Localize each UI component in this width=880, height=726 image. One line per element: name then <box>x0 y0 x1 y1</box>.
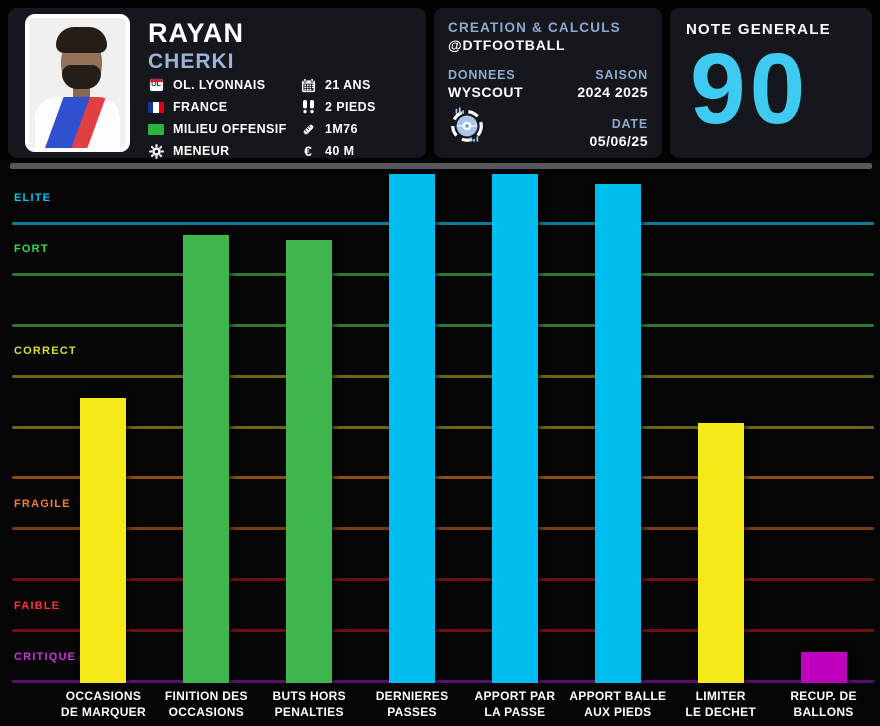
x-label-7: LIMITER LE DECHET <box>685 689 757 719</box>
performance-chart: ELITE FORT CORRECT FRAGILE FAIBLE CRITIQUE OC… <box>0 160 880 726</box>
credits-row-logo-date: DATE 05/06/25 <box>448 106 648 149</box>
data-source-value: WYSCOUT <box>448 84 524 100</box>
calendar-icon <box>300 77 316 93</box>
bar-5 <box>491 174 538 683</box>
bar-column-7 <box>669 174 772 683</box>
zone-label-fort: FORT <box>14 243 49 256</box>
header: RAYAN CHERKI OL OL. LYONNAIS 21 ANS FRAN… <box>8 8 872 159</box>
gridline-0 <box>12 680 874 683</box>
feet-row: 2 PIEDS <box>300 100 426 114</box>
date-label: DATE <box>611 117 648 131</box>
player-first-name: RAYAN <box>148 18 245 48</box>
zone-label-faible: FAIBLE <box>14 599 61 612</box>
zone-label-elite: ELITE <box>14 192 52 205</box>
plot-area: ELITE FORT CORRECT FRAGILE FAIBLE CRITIQUE <box>0 174 880 683</box>
bar-column-2 <box>155 174 258 683</box>
gridline-60 <box>12 374 874 378</box>
player-name: RAYAN CHERKI <box>148 18 244 74</box>
credits-card: CREATION & CALCULS @DTFOOTBALL DONNEES W… <box>434 8 662 158</box>
x-label-8: RECUP. DE BALLONS <box>790 689 857 719</box>
bars-row <box>52 174 875 683</box>
gridline-80 <box>12 272 874 276</box>
bar-8 <box>800 652 847 683</box>
data-source-block: DONNEES WYSCOUT <box>448 68 523 100</box>
height-row: 1M76 <box>300 122 426 137</box>
player-card: RAYAN CHERKI OL OL. LYONNAIS 21 ANS FRAN… <box>8 8 426 159</box>
value-row: € 40 M <box>300 144 426 158</box>
zone-label-critique: CRITIQUE <box>14 650 77 663</box>
x-label-6: APPORT BALLE AUX PIEDS <box>569 689 667 719</box>
bar-column-4 <box>361 174 464 683</box>
country-row: FRANCE <box>148 100 300 114</box>
bar-column-8 <box>772 174 875 683</box>
ruler-icon <box>300 122 316 137</box>
bar-column-5 <box>464 174 567 683</box>
gear-icon <box>148 143 164 159</box>
euro-icon: € <box>304 143 312 159</box>
zone-label-fragile: FRAGILE <box>14 497 71 510</box>
bar-column-6 <box>566 174 669 683</box>
player-jersey <box>35 97 120 148</box>
gridline-70 <box>12 323 874 327</box>
rating-title: NOTE GENERALE <box>686 21 831 38</box>
x-label-2: FINITION DES OCCASIONS <box>164 689 248 719</box>
gridline-20 <box>12 578 874 582</box>
age-row: 21 ANS <box>300 77 426 93</box>
gridline-40 <box>12 476 874 480</box>
x-label-4: DERNIERES PASSES <box>375 689 449 719</box>
player-info-grid: OL OL. LYONNAIS 21 ANS FRANCE 2 PIEDS <box>148 74 426 162</box>
feet-label: 2 PIEDS <box>325 100 376 114</box>
data-source-label: DONNEES <box>448 68 516 82</box>
chart-top-separator <box>10 163 872 169</box>
position-color-icon <box>148 123 164 135</box>
dtfootball-logo-icon <box>448 106 486 149</box>
x-label-1: OCCASIONS DE MARQUER <box>60 689 146 719</box>
player-last-name: CHERKI <box>148 50 235 73</box>
club-row: OL OL. LYONNAIS <box>148 78 300 92</box>
rating-card: NOTE GENERALE 90 <box>670 8 872 158</box>
gridline-50 <box>12 425 874 429</box>
zone-label-correct: CORRECT <box>14 345 77 358</box>
season-label: SAISON <box>595 68 648 82</box>
role-row: MENEUR <box>148 143 300 159</box>
gridline-10 <box>12 629 874 633</box>
france-flag-icon <box>148 101 164 113</box>
date-block: DATE 05/06/25 <box>590 117 649 149</box>
date-value: 05/06/25 <box>589 133 648 149</box>
credits-handle: @DTFOOTBALL <box>448 37 566 53</box>
role-label: MENEUR <box>173 144 230 158</box>
x-label-5: APPORT PAR LA PASSE <box>474 689 556 719</box>
x-label-3: BUTS HORS PENALTIES <box>272 689 346 719</box>
credits-row-source-season: DONNEES WYSCOUT SAISON 2024 2025 <box>448 68 648 100</box>
bar-7 <box>697 423 744 683</box>
bar-4 <box>389 174 436 683</box>
bar-1 <box>80 397 127 683</box>
bar-3 <box>286 240 333 683</box>
club-badge-icon: OL <box>148 78 164 92</box>
feet-icon <box>300 100 316 114</box>
height-label: 1M76 <box>325 122 358 136</box>
bar-column-1 <box>52 174 155 683</box>
country-label: FRANCE <box>173 100 228 114</box>
player-photo <box>25 14 130 152</box>
age-label: 21 ANS <box>325 78 371 92</box>
season-block: SAISON 2024 2025 <box>577 68 648 100</box>
credits-title: CREATION & CALCULS <box>448 20 621 35</box>
position-row: MILIEU OFFENSIF <box>148 122 300 136</box>
bar-2 <box>183 235 230 683</box>
x-axis-labels: OCCASIONS DE MARQUER FINITION DES OCCASIO… <box>52 689 875 720</box>
bar-column-3 <box>258 174 361 683</box>
gridline-30 <box>12 527 874 531</box>
player-photo-background <box>29 18 126 148</box>
season-value: 2024 2025 <box>577 84 648 100</box>
rating-value: 90 <box>690 33 810 145</box>
club-label: OL. LYONNAIS <box>173 78 266 92</box>
position-label: MILIEU OFFENSIF <box>173 122 287 136</box>
value-label: 40 M <box>325 144 355 158</box>
bar-6 <box>594 184 641 683</box>
gridline-90 <box>12 221 874 225</box>
